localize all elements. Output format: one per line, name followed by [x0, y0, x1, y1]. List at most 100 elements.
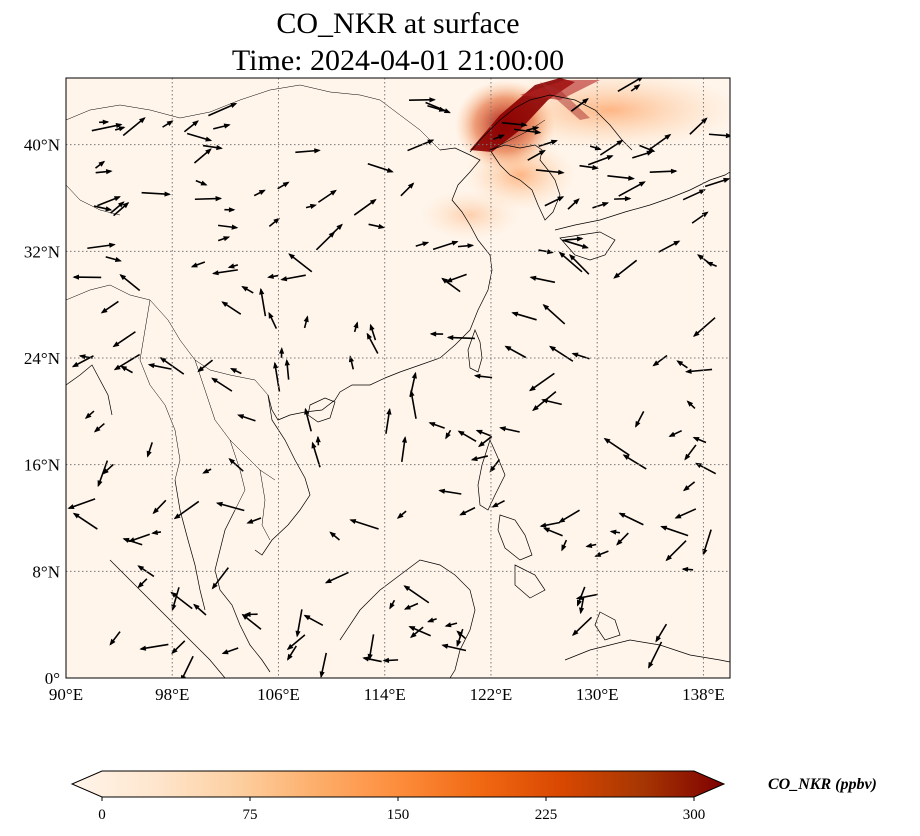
wind-arrow: [650, 133, 672, 149]
wind-arrow: [538, 139, 558, 147]
wind-arrow: [630, 84, 641, 92]
colorbar-tick-label: 150: [387, 807, 410, 823]
wind-arrow: [400, 182, 415, 197]
wind-arrow: [617, 78, 643, 93]
wind-arrow: [579, 164, 599, 171]
wind-arrow: [349, 519, 379, 530]
wind-arrow: [674, 508, 697, 519]
y-tick-label: 32°N: [24, 242, 60, 261]
wind-arrow: [91, 123, 123, 132]
wind-arrow: [501, 121, 528, 128]
wind-arrow: [295, 609, 303, 638]
wind-arrow: [649, 168, 678, 174]
wind-arrow: [493, 134, 505, 140]
wind-arrow: [202, 468, 212, 474]
wind-arrow: [616, 532, 629, 546]
wind-arrow: [122, 117, 146, 137]
wind-arrow: [457, 430, 477, 443]
wind-arrow: [221, 301, 242, 315]
wind-arrow: [319, 652, 328, 678]
wind-arrow: [445, 273, 467, 283]
wind-arrow: [567, 198, 580, 210]
colorbar-tick-label: 75: [243, 807, 258, 823]
wind-arrow: [295, 148, 321, 154]
wind-arrow: [708, 133, 730, 139]
wind-arrow: [366, 332, 379, 354]
wind-arrow: [193, 603, 207, 616]
wind-arrow: [113, 353, 141, 371]
wind-arrow: [504, 345, 527, 359]
wind-arrow: [409, 389, 417, 419]
wind-arrow: [681, 566, 694, 572]
wind-arrow: [171, 640, 186, 655]
wind-arrow: [112, 331, 136, 348]
wind-arrow: [97, 460, 109, 488]
map-background: [66, 78, 730, 678]
wind-arrow: [457, 243, 475, 249]
x-tick-label: 138°E: [682, 685, 725, 704]
wind-arrow: [635, 411, 645, 428]
wind-arrow: [382, 657, 399, 663]
wind-arrow: [706, 261, 717, 268]
wind-arrow: [217, 236, 231, 242]
wind-arrow: [303, 614, 324, 626]
y-tick-label: 16°N: [24, 456, 60, 475]
colorbar: 0 75 150 225 300 CO_NKR (ppbv): [70, 770, 877, 823]
wind-arrow: [348, 355, 355, 370]
wind-arrow: [215, 501, 245, 512]
colorbar-tick-label: 0: [98, 807, 106, 823]
wind-arrow: [162, 120, 174, 128]
y-tick-labels: 0° 8°N 16°N 24°N 32°N 40°N: [24, 136, 60, 688]
wind-arrow: [692, 436, 707, 444]
wind-arrow: [100, 300, 119, 314]
wind-arrow: [539, 521, 561, 528]
wind-arrow: [475, 429, 491, 437]
x-tick-labels: 90°E 98°E 106°E 114°E 122°E 130°E 138°E: [49, 685, 725, 704]
x-tick-label: 130°E: [576, 685, 619, 704]
wind-arrow: [652, 354, 668, 367]
wind-arrow: [288, 253, 313, 273]
wind-arrow: [529, 275, 556, 284]
wind-arrow: [241, 286, 254, 294]
wind-arrow: [689, 117, 708, 135]
wind-arrow: [95, 169, 113, 175]
wind-arrow: [618, 512, 644, 526]
wind-arrow: [693, 317, 716, 337]
wind-arrow: [353, 198, 377, 216]
wind-arrow: [618, 181, 646, 197]
wind-arrow: [268, 311, 278, 329]
wind-arrow: [542, 304, 566, 325]
wind-arrow: [558, 251, 583, 273]
colorbar-body: [70, 770, 726, 798]
wind-arrow: [444, 622, 458, 628]
wind-arrow: [511, 311, 537, 321]
gridlines: [66, 78, 730, 678]
wind-arrow: [456, 628, 464, 647]
wind-arrow: [587, 155, 614, 166]
wind-arrow: [259, 287, 267, 317]
wind-arrow: [676, 360, 688, 369]
wind-arrow: [429, 331, 444, 337]
wind-arrow: [639, 144, 656, 152]
wind-arrow: [473, 373, 493, 379]
wind-arrow: [217, 224, 239, 230]
wind-arrow: [441, 643, 467, 652]
wind-arrow: [562, 239, 589, 249]
wind-arrow: [564, 236, 584, 242]
wind-arrow: [438, 488, 462, 495]
wind-arrow: [87, 242, 116, 250]
wind-arrow: [151, 529, 162, 535]
y-tick-label: 40°N: [24, 136, 60, 155]
wind-arrow: [193, 148, 212, 164]
wind-arrow: [576, 586, 586, 607]
wind-arrow: [305, 203, 317, 209]
wind-arrow: [367, 162, 394, 173]
wind-arrow: [329, 531, 340, 541]
wind-arrow: [317, 189, 337, 203]
wind-arrow: [237, 414, 256, 422]
wind-arrow: [353, 321, 359, 333]
wind-arrow: [315, 435, 321, 446]
wind-arrow: [137, 578, 148, 589]
wind-arrow: [224, 207, 236, 213]
wind-arrow: [93, 422, 105, 433]
